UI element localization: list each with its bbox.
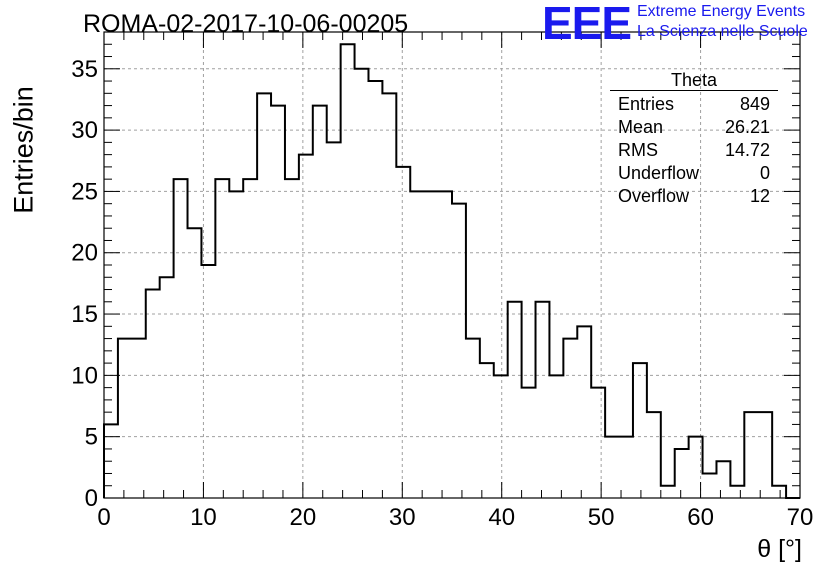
stats-row-rms: RMS 14.72 (608, 139, 778, 162)
y-axis-label: Entries/bin (8, 86, 39, 214)
eee-logo: EEE (542, 0, 632, 49)
stats-label: Overflow (618, 186, 690, 206)
x-tick-label: 40 (488, 504, 515, 531)
stats-box: Theta Entries 849 Mean 26.21 RMS 14.72 Unde… (608, 70, 778, 208)
y-tick-label: 25 (71, 178, 98, 205)
stats-row-mean: Mean 26.21 (608, 116, 778, 139)
logo-caption: Extreme Energy Events La Scienza nelle S… (637, 2, 808, 42)
stats-value: 26.21 (724, 117, 770, 137)
stats-value: 12 (749, 186, 770, 206)
stats-value: 14.72 (724, 140, 770, 160)
y-tick-label: 35 (71, 56, 98, 83)
x-tick-label: 20 (290, 504, 317, 531)
x-tick-label: 0 (97, 504, 110, 531)
axis-ticks (103, 31, 801, 499)
x-tick-label: 60 (687, 504, 714, 531)
logo-line-1: Extreme Energy Events (637, 3, 806, 20)
stats-row-overflow: Overflow 12 (608, 185, 778, 208)
stats-label: Underflow (618, 163, 700, 183)
x-tick-label: 70 (787, 504, 814, 531)
logo-line-2: La Scienza nelle Scuole (637, 23, 808, 40)
y-tick-label: 15 (71, 301, 98, 328)
stats-label: Mean (618, 117, 664, 137)
histogram-line (103, 43, 800, 499)
y-tick-label: 10 (71, 362, 98, 389)
stats-value: 0 (759, 163, 770, 183)
x-tick-label: 30 (389, 504, 416, 531)
stats-row-underflow: Underflow 0 (608, 162, 778, 185)
y-tick-label: 0 (85, 485, 98, 512)
stats-label: Entries (618, 94, 675, 114)
chart-title: ROMA-02-2017-10-06-00205 (83, 10, 409, 38)
x-tick-label: 10 (190, 504, 217, 531)
y-tick-label: 20 (71, 240, 98, 267)
tick-labels: 0 10 20 30 40 50 60 70 0 5 10 15 20 25 30 35 (71, 56, 813, 531)
stats-row-entries: Entries 849 (608, 93, 778, 116)
x-tick-label: 50 (588, 504, 615, 531)
y-tick-label: 5 (85, 424, 98, 451)
stats-label: RMS (618, 140, 658, 160)
x-axis-label: θ [°] (757, 535, 802, 563)
stats-title: Theta (610, 70, 778, 91)
stats-value: 849 (739, 94, 770, 114)
y-tick-label: 30 (71, 117, 98, 144)
